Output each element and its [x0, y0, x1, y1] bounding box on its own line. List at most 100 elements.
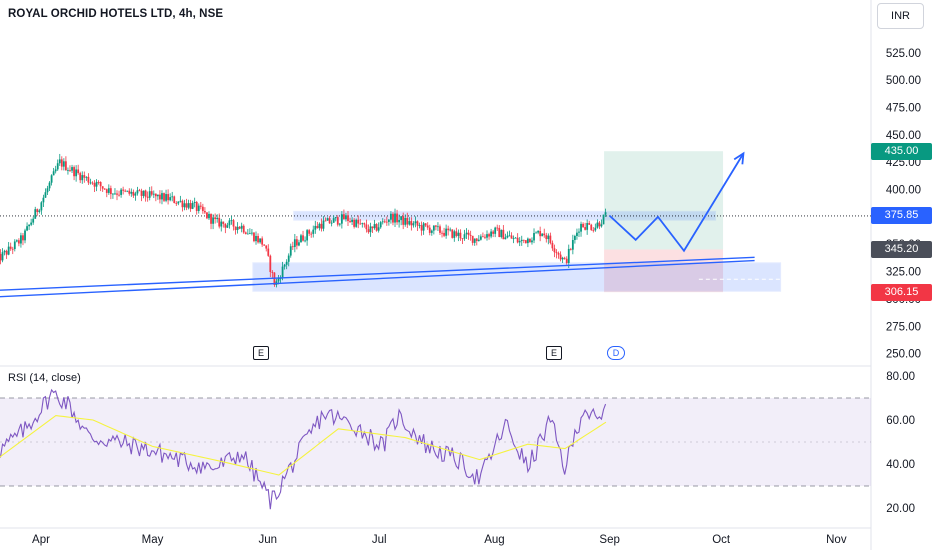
- candle-body: [114, 193, 116, 195]
- candle-body: [502, 229, 505, 240]
- candle-body: [486, 234, 488, 238]
- candle-body: [246, 233, 249, 235]
- trendline-lower[interactable]: [0, 256, 755, 291]
- candle-body: [171, 196, 174, 198]
- candle-body: [103, 188, 106, 190]
- candle-body: [377, 227, 380, 231]
- time-axis-label: Jun: [258, 534, 277, 546]
- candle-body: [355, 219, 358, 227]
- candle-body: [112, 193, 114, 195]
- candle-body: [242, 225, 245, 233]
- price-axis-label: 525.00: [886, 48, 921, 60]
- rsi-legend-title[interactable]: RSI (14, close): [8, 372, 81, 384]
- candle-body: [163, 193, 165, 201]
- candle-body: [85, 176, 88, 178]
- candle-body: [201, 206, 204, 212]
- rsi-axis-label: 80.00: [886, 371, 915, 383]
- candle-body: [543, 233, 546, 236]
- candle-body: [580, 223, 582, 232]
- candle-body: [359, 223, 362, 225]
- candle-body: [0, 254, 2, 261]
- candle-body: [424, 223, 427, 226]
- candle-body: [512, 238, 515, 240]
- candle-body: [214, 217, 217, 220]
- candle-body: [504, 237, 507, 240]
- candle-body: [469, 234, 472, 236]
- price-axis-label: 400.00: [886, 185, 921, 197]
- candle-body: [473, 238, 476, 243]
- candle-body: [220, 221, 223, 227]
- candle-body: [537, 231, 540, 233]
- projection-arrowhead[interactable]: [733, 151, 745, 165]
- candle-body: [457, 232, 460, 236]
- candle-body: [351, 219, 353, 222]
- candle-body: [332, 218, 335, 223]
- candle-body: [518, 241, 521, 243]
- candle-body: [73, 167, 75, 177]
- candle-body: [165, 194, 167, 201]
- candle-body: [475, 238, 478, 242]
- candle-body: [17, 240, 20, 244]
- candle-body: [430, 230, 433, 233]
- candle-body: [251, 232, 253, 234]
- candle-body: [326, 218, 329, 221]
- candle-body: [578, 231, 580, 233]
- candle-body: [62, 161, 65, 167]
- candle-body: [494, 227, 497, 234]
- candle-body: [67, 170, 69, 171]
- earnings-event-marker[interactable]: E: [546, 346, 562, 360]
- time-axis-label: Jul: [372, 534, 387, 546]
- candle-body: [91, 182, 94, 184]
- candle-body: [365, 224, 368, 230]
- candle-body: [197, 205, 200, 211]
- candle-body: [302, 235, 304, 241]
- candle-body: [408, 221, 411, 225]
- currency-button[interactable]: INR: [877, 3, 924, 29]
- candle-body: [416, 221, 419, 226]
- candle-body: [402, 216, 405, 225]
- candle-body: [224, 223, 227, 228]
- candle-body: [522, 239, 525, 241]
- candle-body: [445, 228, 448, 236]
- candle-body: [304, 240, 306, 242]
- candle-body: [567, 248, 570, 263]
- candle-body: [381, 221, 384, 223]
- rsi-line[interactable]: [0, 388, 607, 510]
- candle-body: [300, 235, 302, 243]
- candle-body: [97, 181, 100, 183]
- candle-body: [498, 227, 501, 238]
- symbol-title[interactable]: ROYAL ORCHID HOTELS LTD, 4h, NSE: [8, 8, 224, 20]
- candle-body: [181, 200, 184, 208]
- candle-body: [293, 239, 296, 247]
- candle-body: [79, 173, 82, 181]
- candle-body: [15, 240, 18, 242]
- earnings-event-marker[interactable]: E: [253, 346, 269, 360]
- candle-body: [95, 181, 98, 187]
- candle-body: [477, 239, 480, 242]
- profit-zone[interactable]: [604, 151, 724, 250]
- candle-body: [195, 202, 198, 211]
- loss-zone[interactable]: [604, 249, 724, 293]
- candle-body: [306, 230, 309, 241]
- candle-body: [588, 223, 591, 225]
- candle-body: [461, 238, 464, 240]
- projection-path[interactable]: [609, 152, 745, 253]
- candle-body: [443, 232, 445, 236]
- candle-body: [263, 244, 266, 246]
- candle-body: [253, 232, 255, 242]
- candle-body: [3, 250, 6, 253]
- trendline-lower-2[interactable]: [0, 259, 755, 298]
- candle-body: [279, 278, 282, 280]
- candle-body: [451, 229, 454, 238]
- candle-body: [193, 202, 196, 203]
- rsi-ma-line[interactable]: [0, 415, 607, 476]
- candle-body: [349, 220, 351, 222]
- candle-body: [277, 278, 280, 282]
- candle-body: [434, 225, 437, 227]
- candle-body: [590, 224, 593, 230]
- candle-body: [7, 246, 10, 255]
- dividend-event-marker[interactable]: D: [607, 346, 625, 360]
- candle-body: [314, 225, 317, 230]
- candle-body: [340, 214, 343, 224]
